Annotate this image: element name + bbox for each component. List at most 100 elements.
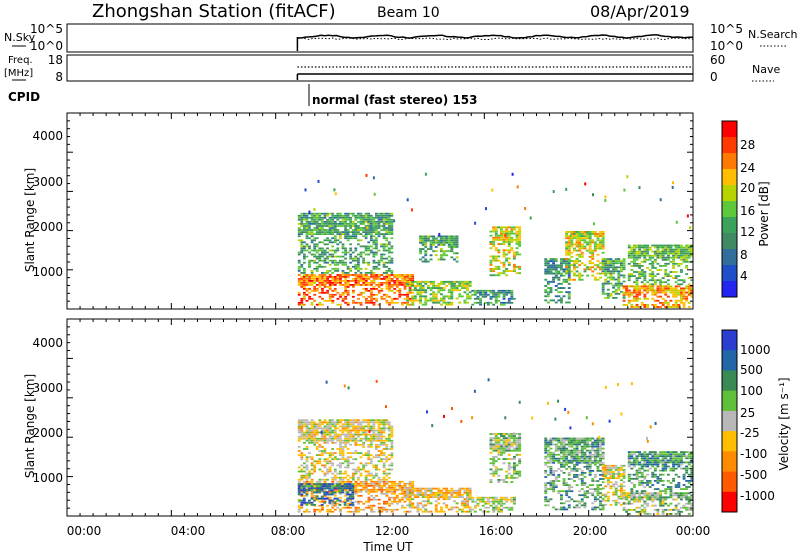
data-cell — [513, 496, 516, 499]
data-cell — [300, 483, 304, 486]
data-cell — [354, 218, 358, 221]
data-cell — [401, 278, 404, 280]
data-cell — [315, 280, 319, 282]
data-cell — [333, 261, 337, 264]
data-cell — [567, 301, 571, 304]
data-cell — [339, 212, 342, 215]
data-cell — [300, 433, 304, 436]
data-cell — [549, 480, 553, 482]
data-cell — [494, 234, 498, 237]
data-cell — [390, 237, 394, 240]
data-cell — [453, 235, 456, 238]
data-cell — [344, 231, 347, 233]
data-cell — [387, 433, 391, 436]
data-cell — [403, 284, 407, 286]
data-cell — [310, 282, 314, 284]
data-cell — [385, 278, 389, 280]
data-cell — [354, 259, 358, 262]
data-cell — [339, 276, 342, 278]
data-cell — [331, 462, 335, 465]
data-cell — [308, 437, 311, 440]
data-cell — [385, 223, 389, 225]
data-cell — [323, 494, 327, 497]
data-cell — [578, 474, 582, 476]
data-cell — [315, 267, 319, 270]
data-cell — [321, 225, 324, 227]
data-cell — [666, 295, 670, 298]
data-cell — [408, 303, 412, 306]
data-cell — [562, 262, 566, 265]
data-cell — [635, 285, 639, 288]
data-cell — [638, 267, 642, 269]
data-cell — [408, 274, 412, 276]
data-cell — [680, 258, 683, 261]
data-cell — [426, 260, 430, 263]
data-cell — [609, 278, 613, 281]
data-cell — [310, 485, 314, 488]
data-cell — [318, 450, 322, 452]
data-cell — [354, 439, 358, 442]
data-cell — [617, 272, 621, 275]
data-cell — [580, 494, 584, 497]
data-cell — [507, 443, 511, 446]
data-cell — [364, 482, 368, 485]
data-cell — [377, 456, 381, 459]
data-cell — [562, 506, 566, 509]
data-cell — [369, 433, 373, 436]
data-cell — [351, 419, 355, 422]
data-cell — [331, 280, 335, 282]
data-cell — [575, 447, 579, 450]
data-cell — [362, 427, 365, 430]
data-cell — [429, 235, 433, 238]
data-cell — [437, 235, 441, 238]
data-cell — [567, 439, 571, 442]
data-cell — [357, 280, 360, 282]
data-cell — [367, 506, 371, 509]
data-cell — [489, 289, 493, 292]
data-cell — [578, 449, 582, 452]
data-cell — [638, 273, 642, 275]
data-cell — [445, 506, 449, 509]
data-cell — [305, 458, 309, 461]
data-cell — [570, 455, 574, 458]
data-cell — [380, 480, 384, 483]
data-cell — [416, 291, 420, 294]
data-cell — [424, 500, 428, 503]
data-cell — [372, 437, 376, 440]
data-cell — [573, 272, 576, 275]
data-cell — [460, 508, 464, 511]
data-cell — [557, 453, 561, 456]
data-cell — [367, 478, 371, 481]
data-cell — [305, 231, 309, 233]
data-cell — [339, 214, 342, 217]
data-cell — [445, 496, 449, 498]
data-cell — [646, 306, 649, 308]
data-cell — [372, 223, 376, 225]
power-cbar-tick-4: 4 — [740, 269, 748, 283]
data-cell — [481, 500, 485, 503]
data-cell — [492, 449, 496, 452]
data-cell — [331, 284, 335, 286]
data-cell — [328, 456, 332, 459]
data-cell — [339, 500, 342, 503]
data-cell — [341, 439, 345, 442]
data-cell — [341, 251, 345, 254]
data-cell — [321, 508, 324, 511]
data-cell — [656, 269, 660, 271]
data-cell — [674, 306, 678, 308]
data-cell — [375, 429, 378, 432]
data-cell — [659, 289, 662, 292]
data-cell — [588, 457, 592, 460]
data-cell — [377, 221, 381, 223]
data-cell — [565, 241, 569, 244]
data-cell — [359, 276, 363, 278]
data-cell — [385, 216, 389, 219]
data-cell — [565, 492, 569, 495]
data-cell — [549, 498, 553, 501]
data-cell — [393, 480, 397, 483]
data-cell — [346, 493, 350, 496]
data-cell — [518, 243, 522, 245]
data-cell — [419, 280, 422, 283]
data-cell — [372, 231, 376, 233]
data-cell — [565, 461, 569, 464]
